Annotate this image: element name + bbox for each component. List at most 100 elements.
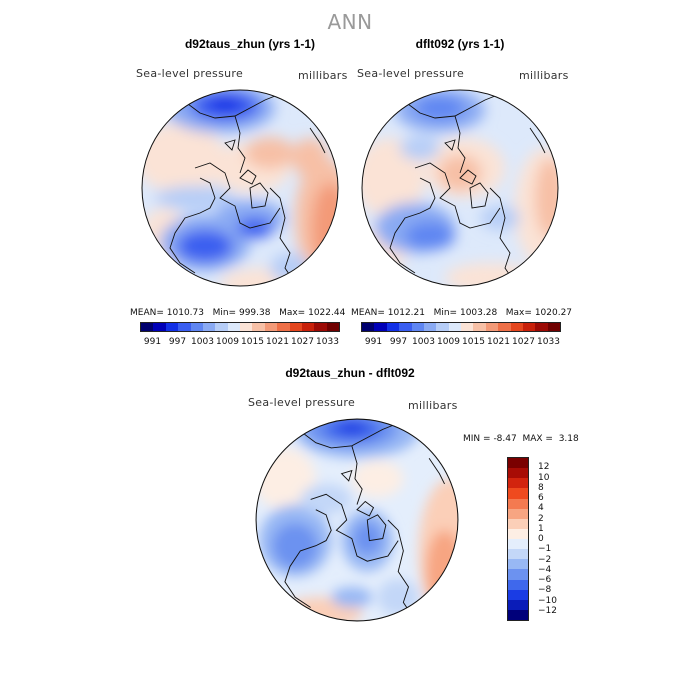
diff-colorbar-ticks: 12 10 8 6 4 2 1 0 −1 −2 −4 −6 −8 −10 −12: [538, 457, 568, 621]
colorbar-tick-label: 991: [364, 337, 383, 347]
colorbar-swatch: [423, 323, 437, 331]
colorbar-swatch: [289, 323, 302, 331]
colorbar-swatch: [508, 549, 528, 560]
colorbar-tick-label: 1033: [537, 337, 560, 347]
stats-line: MEAN= 1012.21 Min= 1003.28 Max= 1020.27: [351, 308, 573, 318]
colorbar-swatch: [508, 599, 528, 610]
colorbar-swatch: [508, 488, 528, 499]
colorbar-swatch: [510, 323, 523, 331]
units-label: millibars: [408, 399, 458, 412]
colorbar-swatch: [165, 323, 179, 331]
colorbar-tick-label: −2: [538, 554, 552, 565]
colorbar-swatch: [508, 478, 528, 489]
coastlines: [389, 93, 546, 284]
colorbar-swatch: [141, 323, 154, 331]
colorbar-swatch: [473, 323, 486, 331]
colorbar-tick-label: 1021: [487, 337, 510, 347]
colorbar-swatch: [508, 508, 528, 519]
diff-colorbar: [507, 457, 529, 621]
colorbar-swatch: [202, 323, 216, 331]
colorbar-swatch: [498, 323, 511, 331]
units-label: millibars: [519, 69, 569, 82]
mean-value: 1012.21: [387, 308, 425, 318]
colorbar-swatch: [485, 323, 499, 331]
colorbar-tick-label: 997: [168, 337, 187, 347]
max-value: 3.18: [558, 434, 579, 444]
stats-line: MIN = -8.47 MAX = 3.18: [463, 434, 623, 444]
colorbar-swatch: [508, 559, 528, 570]
mean-value: 1010.73: [166, 308, 204, 318]
colorbar-swatch: [522, 323, 536, 331]
colorbar-tick-label: 1033: [316, 337, 339, 347]
colorbar: [140, 322, 340, 332]
colorbar-tick-label: 4: [538, 503, 544, 514]
colorbar-swatch: [508, 589, 528, 600]
min-value: 1003.28: [459, 308, 498, 318]
panel-title: d92taus_zhun - dflt092: [285, 366, 415, 380]
colorbar-swatch: [508, 579, 528, 590]
colorbar-tick-label: 12: [538, 462, 550, 473]
colorbar-swatch: [448, 323, 461, 331]
colorbar-tick-label: 1: [538, 523, 544, 534]
mean-label: MEAN=: [130, 308, 164, 318]
colorbar-tick-label: 991: [143, 337, 162, 347]
max-value: 1022.44: [308, 308, 346, 318]
colorbar-swatch: [386, 323, 400, 331]
colorbar-swatch: [240, 323, 253, 331]
min-label: MIN =: [463, 434, 491, 444]
colorbar-ticks: 991 997 1003 1009 1015 1021 1027 1033: [140, 337, 340, 349]
colorbar-swatch: [508, 518, 528, 529]
field-label: Sea-level pressure: [357, 67, 465, 80]
polar-map: [141, 89, 339, 287]
polar-map: [255, 418, 459, 622]
colorbar-tick-label: −12: [538, 605, 557, 616]
min-label: Min=: [212, 308, 237, 318]
colorbar-ticks: 991 997 1003 1009 1015 1021 1027 1033: [361, 337, 561, 349]
colorbar-swatch: [436, 323, 449, 331]
colorbar-tick-label: 1009: [216, 337, 239, 347]
colorbar-tick-label: 1027: [512, 337, 535, 347]
colorbar-swatch: [362, 323, 375, 331]
colorbar-tick-label: −8: [538, 585, 552, 596]
colorbar-swatch: [252, 323, 265, 331]
coastlines: [284, 422, 445, 619]
max-label: Max=: [505, 308, 532, 318]
colorbar-swatch: [508, 569, 528, 580]
stats-line: MEAN= 1010.73 Min= 999.38 Max= 1022.44: [130, 308, 350, 318]
min-label: Min=: [433, 308, 458, 318]
colorbar-swatch: [399, 323, 412, 331]
units-label: millibars: [298, 69, 348, 82]
colorbar-swatch: [508, 609, 528, 620]
colorbar-tick-label: 1009: [437, 337, 460, 347]
colorbar-swatch: [326, 323, 339, 331]
colorbar-swatch: [178, 323, 191, 331]
colorbar-swatch: [215, 323, 228, 331]
colorbar-tick-label: 2: [538, 513, 544, 524]
colorbar-swatch: [547, 323, 560, 331]
colorbar-swatch: [190, 323, 203, 331]
field-label: Sea-level pressure: [248, 396, 356, 409]
colorbar-tick-label: 1027: [291, 337, 314, 347]
colorbar-swatch: [277, 323, 290, 331]
colorbar-swatch: [508, 498, 528, 509]
panel-title: dflt092 (yrs 1-1): [415, 37, 505, 51]
field-label: Sea-level pressure: [136, 67, 244, 80]
colorbar-tick-label: −10: [538, 595, 557, 606]
colorbar-swatch: [508, 539, 528, 550]
min-value: 999.38: [238, 308, 271, 318]
colorbar-tick-label: 0: [538, 534, 544, 544]
coastlines: [169, 93, 326, 284]
polar-map: [361, 89, 559, 287]
max-value: 1020.27: [534, 308, 573, 318]
colorbar-swatch: [535, 323, 548, 331]
colorbar: [361, 322, 561, 332]
colorbar-tick-label: 1015: [462, 337, 485, 347]
colorbar-swatch: [508, 458, 528, 469]
colorbar-tick-label: 1015: [241, 337, 264, 347]
mean-label: MEAN=: [351, 308, 385, 318]
colorbar-tick-label: −1: [538, 544, 552, 555]
colorbar-tick-label: 1003: [191, 337, 214, 347]
colorbar-swatch: [508, 468, 528, 479]
max-label: MAX =: [522, 434, 553, 444]
figure-title: ANN: [327, 10, 373, 34]
